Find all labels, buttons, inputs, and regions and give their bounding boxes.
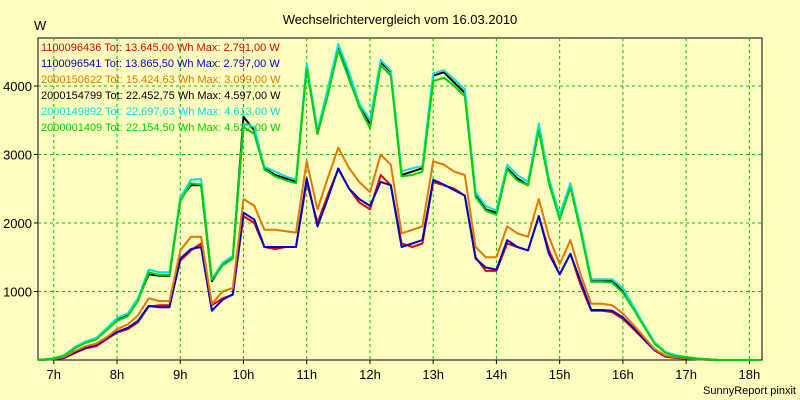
legend: 1100096436 Tot: 13.645,00 Wh Max: 2.791,…: [41, 42, 281, 134]
x-tick-label: 18h: [739, 367, 761, 382]
x-tick-label: 8h: [110, 367, 124, 382]
footer-credit: SunnyReport pinxit: [703, 385, 796, 397]
legend-entry-4: 2000154799 Tot: 22.452,75 Wh Max: 4.597,…: [41, 90, 281, 102]
legend-entry-5: 2000149892 Tot: 22.697,63 Wh Max: 4.613,…: [41, 106, 281, 118]
x-tick-label: 16h: [612, 367, 634, 382]
y-tick-label: 2000: [3, 216, 32, 231]
x-tick-label: 7h: [47, 367, 61, 382]
x-tick-label: 17h: [675, 367, 697, 382]
y-axis: 1000 2000 3000 4000: [3, 79, 38, 299]
x-tick-label: 15h: [549, 367, 571, 382]
series-line-6: [37, 49, 761, 361]
x-tick-label: 10h: [233, 367, 255, 382]
series-lines: [37, 43, 761, 361]
x-tick-label: 13h: [422, 367, 444, 382]
y-tick-label: 3000: [3, 147, 32, 162]
x-tick-label: 9h: [173, 367, 187, 382]
legend-entry-2: 1100096541 Tot: 13.865,50 Wh Max: 2.797,…: [41, 58, 280, 70]
series-line-3: [37, 146, 761, 361]
y-tick-label: 4000: [3, 79, 32, 94]
x-tick-label: 12h: [359, 367, 381, 382]
chart-title: Wechselrichtervergleich vom 16.03.2010: [283, 12, 518, 27]
x-axis: 7h 8h 9h 10h 11h 12h 13h 14h 15h 16h 17h 18h: [47, 360, 761, 382]
legend-entry-1: 1100096436 Tot: 13.645,00 Wh Max: 2.791,…: [41, 42, 280, 54]
y-axis-unit: W: [34, 18, 47, 33]
series-line-2: [37, 167, 761, 361]
x-tick-label: 11h: [296, 367, 317, 382]
x-tick-label: 14h: [486, 367, 508, 382]
legend-entry-6: 2000001409 Tot: 22.154,50 Wh Max: 4.522,…: [41, 122, 281, 134]
y-tick-label: 1000: [3, 284, 32, 299]
legend-entry-3: 2000150622 Tot: 15.424,63 Wh Max: 3.099,…: [41, 74, 281, 86]
